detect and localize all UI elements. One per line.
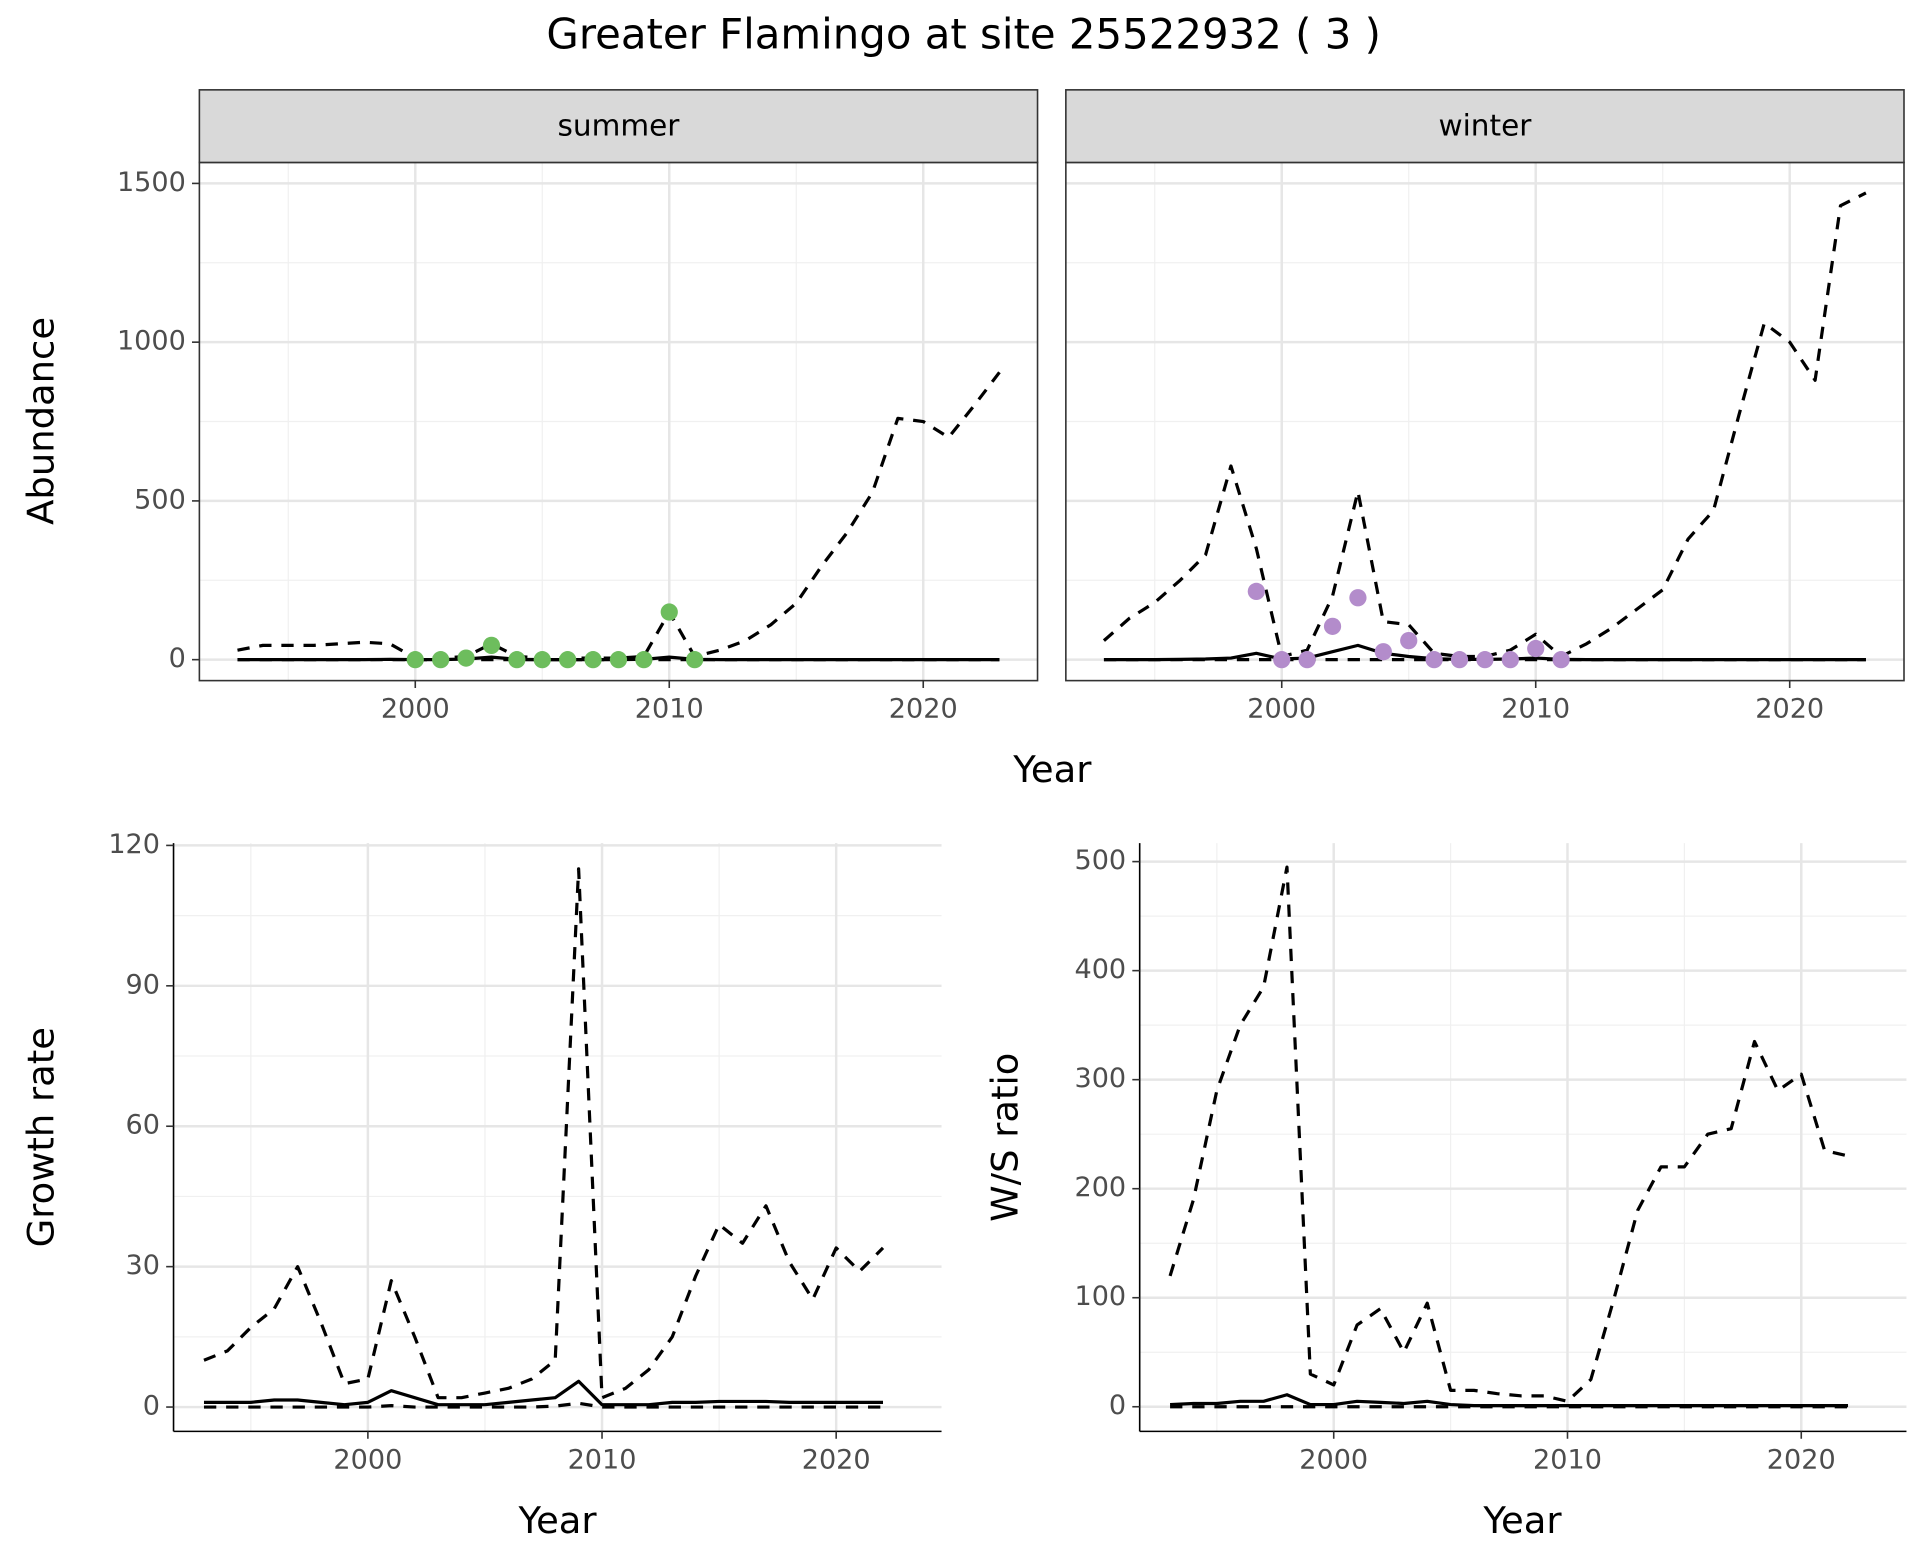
y-tick-label: 1500 xyxy=(117,167,186,198)
series-line xyxy=(203,1379,884,1407)
x-axis-title: Year xyxy=(1482,1499,1562,1542)
y-tick-label: 300 xyxy=(1074,1063,1126,1094)
strip-label: summer xyxy=(558,108,681,142)
data-point xyxy=(1247,582,1265,601)
y-tick-label: 90 xyxy=(126,969,160,1000)
data-point xyxy=(457,649,475,667)
series-line xyxy=(1168,865,1849,1403)
data-point xyxy=(1476,651,1494,669)
data-point xyxy=(1552,651,1570,669)
y-tick-label: 1000 xyxy=(117,326,186,357)
y-tick-label: 200 xyxy=(1074,1172,1126,1203)
data-point xyxy=(1349,589,1367,607)
data-point xyxy=(406,651,424,669)
data-point xyxy=(609,651,628,669)
panel-background xyxy=(1139,843,1907,1432)
data-point xyxy=(508,651,526,669)
y-axis-title: Growth rate xyxy=(20,1027,63,1247)
x-tick-label: 2010 xyxy=(1501,694,1570,725)
data-point xyxy=(1298,651,1316,669)
x-tick-label: 2000 xyxy=(1247,694,1316,725)
data-point xyxy=(482,636,501,654)
y-tick-label: 60 xyxy=(126,1110,160,1141)
y-axis-title: Abundance xyxy=(20,317,63,525)
figure-title: Greater Flamingo at site 25522932 ( 3 ) xyxy=(546,9,1381,58)
data-point xyxy=(1400,631,1418,650)
x-tick-label: 2010 xyxy=(1533,1444,1602,1475)
y-tick-label: 0 xyxy=(143,1391,160,1422)
y-tick-label: 0 xyxy=(169,643,186,674)
strip-label: winter xyxy=(1438,108,1532,142)
data-point xyxy=(635,651,653,669)
data-point xyxy=(1273,651,1291,669)
series-line xyxy=(203,867,885,1400)
strip xyxy=(1065,89,1905,164)
panel-background xyxy=(173,843,942,1432)
y-tick-label: 400 xyxy=(1074,954,1126,985)
x-tick-label: 2010 xyxy=(635,694,704,725)
y-tick-label: 500 xyxy=(1074,845,1126,876)
data-point xyxy=(533,651,551,669)
data-point xyxy=(432,651,450,669)
y-tick-label: 30 xyxy=(126,1250,160,1281)
x-tick-label: 2010 xyxy=(568,1444,637,1475)
data-point xyxy=(1374,643,1392,661)
y-tick-label: 100 xyxy=(1074,1281,1126,1312)
x-axis-title: Year xyxy=(1012,748,1092,791)
y-tick-label: 500 xyxy=(134,484,186,515)
data-point xyxy=(1425,651,1443,669)
data-point xyxy=(686,651,704,669)
data-point xyxy=(559,651,577,669)
x-axis-title: Year xyxy=(517,1499,597,1542)
data-point xyxy=(1450,651,1469,669)
data-point xyxy=(1501,651,1519,669)
data-point xyxy=(1323,617,1342,635)
y-axis-title: W/S ratio xyxy=(983,1053,1026,1222)
y-tick-label: 0 xyxy=(1109,1390,1126,1421)
x-tick-label: 2000 xyxy=(381,694,450,725)
x-tick-label: 2000 xyxy=(1299,1444,1368,1475)
data-point xyxy=(584,651,602,669)
data-point xyxy=(1527,639,1545,658)
x-tick-label: 2020 xyxy=(889,694,958,725)
series-line xyxy=(203,1401,884,1409)
x-tick-label: 2020 xyxy=(802,1444,871,1475)
y-tick-label: 120 xyxy=(108,829,160,860)
strip xyxy=(198,89,1039,164)
data-point xyxy=(660,603,678,621)
x-tick-label: 2000 xyxy=(333,1444,402,1475)
x-tick-label: 2020 xyxy=(1755,694,1824,725)
x-tick-label: 2020 xyxy=(1767,1444,1836,1475)
